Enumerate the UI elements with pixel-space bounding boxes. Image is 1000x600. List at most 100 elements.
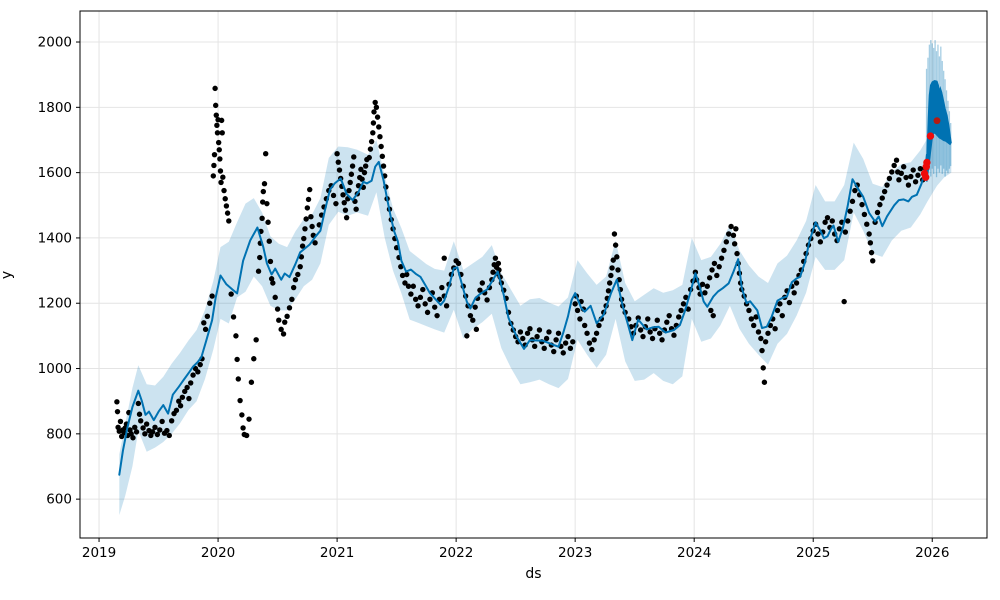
observation-point <box>276 317 282 323</box>
observation-point <box>202 326 209 333</box>
observation-point <box>280 331 287 337</box>
observation-point <box>615 267 621 273</box>
observation-point <box>734 250 740 257</box>
observation-point <box>303 216 309 222</box>
observation-point <box>272 294 278 301</box>
observation-point <box>699 281 706 287</box>
observation-point <box>524 330 531 336</box>
observation-point <box>218 117 225 124</box>
observation-point <box>709 267 715 273</box>
observation-point <box>362 163 369 169</box>
observation-point <box>233 333 239 339</box>
observation-point <box>635 315 641 321</box>
observation-point <box>611 231 618 237</box>
observation-point <box>251 356 257 362</box>
observation-point <box>366 154 372 161</box>
observation-point <box>259 215 265 222</box>
observation-point <box>214 122 220 128</box>
observation-point <box>905 182 912 188</box>
observation-point <box>420 286 426 293</box>
observation-point <box>910 167 916 173</box>
observation-point <box>168 418 175 424</box>
observation-point <box>341 199 347 206</box>
observation-point <box>265 219 271 225</box>
observation-point <box>219 130 225 136</box>
observation-point <box>710 312 716 319</box>
observation-point <box>759 347 765 354</box>
observation-point <box>335 159 341 165</box>
observation-point <box>520 335 526 342</box>
observation-point <box>714 272 720 279</box>
y-tick-label: 600 <box>46 492 72 508</box>
observation-point <box>215 139 222 146</box>
observation-point <box>299 243 306 249</box>
observation-point <box>711 260 718 267</box>
observation-point <box>546 329 552 335</box>
observation-point <box>130 435 136 441</box>
observation-point <box>351 154 357 160</box>
observation-point <box>408 291 414 297</box>
observation-point <box>257 254 263 261</box>
observation-point <box>649 335 656 342</box>
observation-point <box>718 255 725 261</box>
observation-point <box>903 174 909 181</box>
observation-point <box>793 280 800 286</box>
observation-point <box>173 407 180 414</box>
observation-point <box>226 218 232 224</box>
observation-point <box>593 330 600 336</box>
observation-point <box>264 200 270 207</box>
observation-point <box>908 173 914 180</box>
observation-point <box>373 104 380 111</box>
observation-point <box>874 209 881 216</box>
observation-point <box>654 317 660 323</box>
y-tick-label: 800 <box>46 426 72 442</box>
observation-point <box>209 293 215 299</box>
y-tick-label: 1800 <box>38 100 72 116</box>
observation-point <box>647 329 653 335</box>
observation-point <box>824 214 831 221</box>
observation-point <box>610 257 616 263</box>
observation-point <box>330 192 337 199</box>
observation-point <box>380 163 387 169</box>
observation-point <box>829 218 835 224</box>
observation-point <box>262 150 269 157</box>
observation-point <box>417 294 424 301</box>
observation-point <box>133 429 140 435</box>
observation-point <box>427 296 433 303</box>
observation-point <box>779 312 785 319</box>
observation-point <box>415 303 421 309</box>
x-axis-label: ds <box>525 566 542 582</box>
x-tick-label: 2024 <box>677 545 711 561</box>
observation-point <box>410 283 416 289</box>
observation-point <box>201 320 207 326</box>
observation-point <box>777 301 783 307</box>
observation-point <box>852 187 858 194</box>
observation-point <box>268 276 275 282</box>
observation-point <box>117 418 124 425</box>
observation-point <box>464 333 470 339</box>
observation-point <box>368 138 375 145</box>
observation-point <box>164 427 170 434</box>
observation-point <box>723 239 730 245</box>
observation-point <box>370 130 376 136</box>
observation-point <box>815 231 821 237</box>
observation-point <box>762 339 769 345</box>
observation-point <box>214 130 221 136</box>
observation-point <box>676 314 682 320</box>
observation-point <box>531 343 538 350</box>
observation-point <box>295 271 301 278</box>
observation-point <box>218 179 224 186</box>
flagged-point <box>923 158 931 167</box>
observation-point <box>343 214 350 221</box>
observation-point <box>479 280 486 286</box>
observation-point <box>704 283 710 289</box>
observation-point <box>182 388 188 395</box>
observation-point <box>370 120 377 126</box>
observation-point <box>637 327 644 333</box>
observation-point <box>565 333 571 340</box>
observation-point <box>683 294 689 301</box>
observation-point <box>572 301 578 307</box>
observation-point <box>377 134 383 140</box>
y-axis-label: y <box>0 270 15 280</box>
